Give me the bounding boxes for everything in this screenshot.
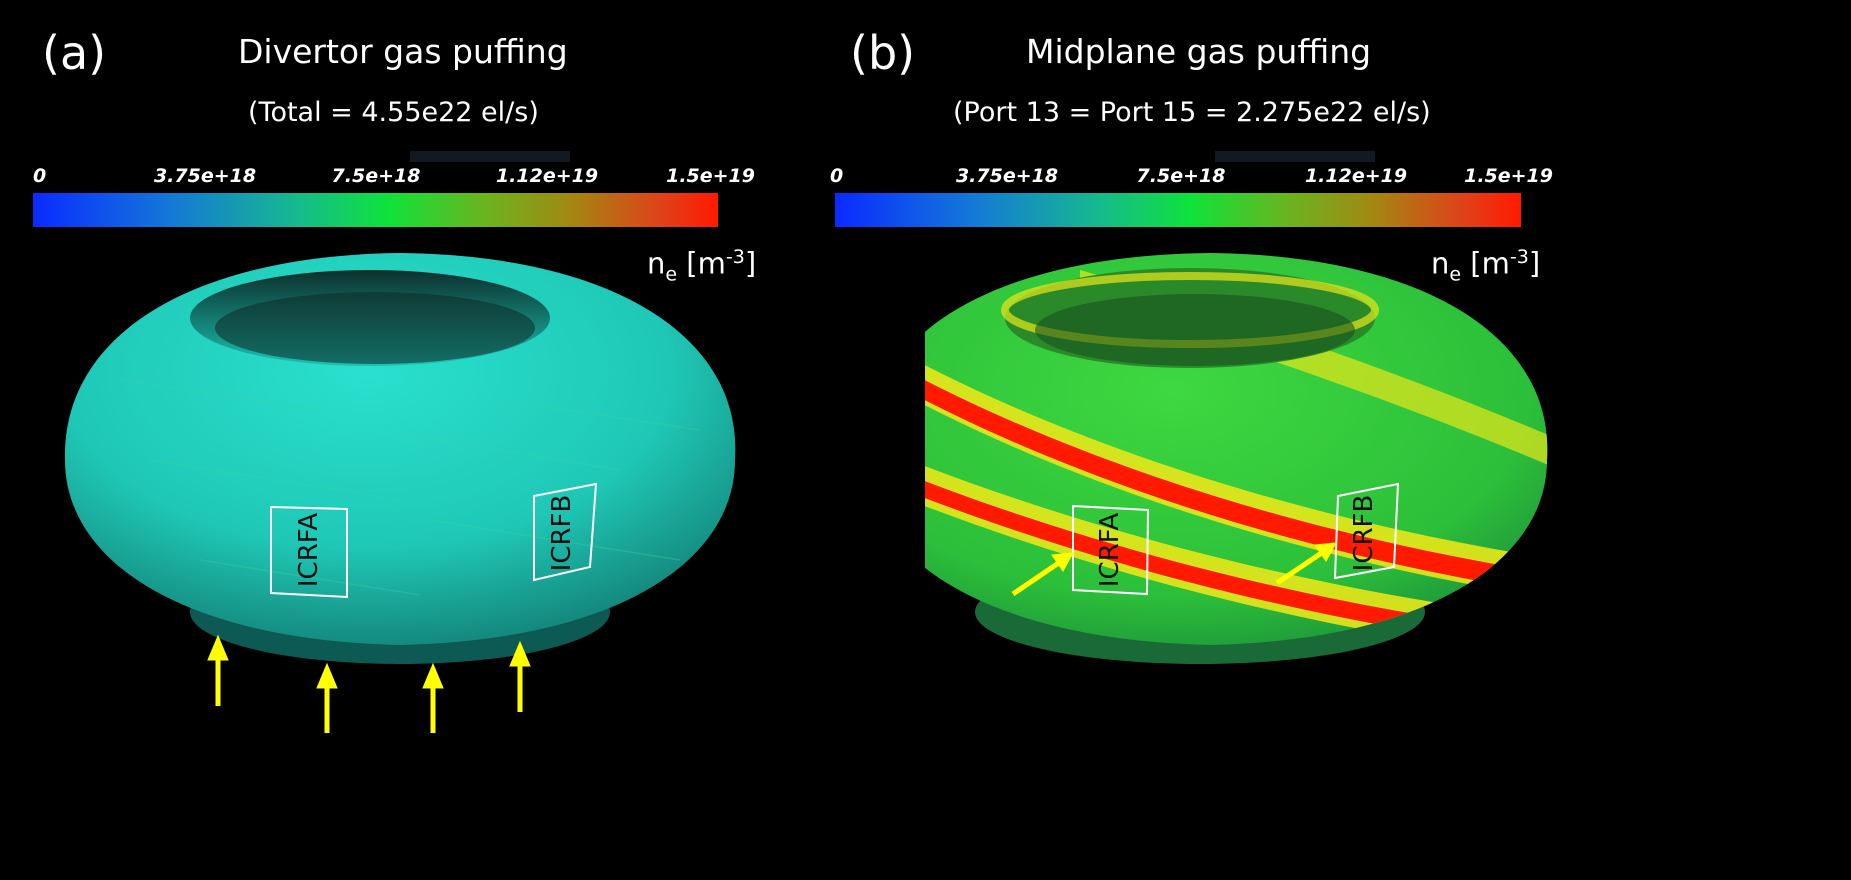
diagonal-arrow-icon: [1275, 542, 1337, 586]
panel-subtitle: (Total = 4.55e22 el/s): [248, 97, 539, 128]
colorbar-unit-label: ne [m-3]: [1431, 246, 1541, 286]
gas-puff-arrows: [207, 634, 531, 733]
faint-overlay-strip: [1215, 151, 1375, 162]
antenna-label: ICRFA: [1095, 513, 1125, 587]
torus-render: ICRFA ICRFB: [64, 253, 736, 733]
torus-render: ICRFA ICRFB: [925, 253, 1548, 664]
faint-overlay-strip: [410, 151, 570, 162]
panel-a: (a) Divertor gas puffing (Total = 4.55e2…: [0, 0, 925, 880]
colorbar-tick: 1.12e+19: [1304, 165, 1408, 187]
colorbar-tick: 0: [830, 165, 844, 187]
panel-label: (b): [850, 26, 916, 80]
panel-title: Divertor gas puffing: [238, 32, 568, 71]
panel-b: (b) Midplane gas puffing (Port 13 = Port…: [830, 0, 1851, 880]
up-arrow-icon: [509, 640, 531, 712]
antenna-icrfa: [270, 505, 348, 599]
torus-body: [64, 253, 736, 645]
antenna-label: ICRFB: [1349, 495, 1379, 572]
colorbar-tick: 3.75e+18: [955, 165, 1059, 187]
colorbar-tick: 7.5e+18: [331, 165, 421, 187]
colorbar-tick: 0: [33, 165, 47, 187]
colorbar-tick: 1.5e+19: [666, 165, 755, 187]
diagonal-arrow-icon: [1011, 552, 1074, 597]
antenna-icrfa: [1072, 504, 1150, 596]
field-line-texture: [119, 379, 701, 596]
colorbar-tick: 1.12e+19: [495, 165, 599, 187]
colorbar-unit-label: ne [m-3]: [647, 246, 757, 286]
antenna-label: ICRFB: [547, 495, 577, 572]
up-arrow-icon: [422, 662, 444, 733]
antenna-icrfb: [1333, 482, 1400, 580]
colorbar-tick: 3.75e+18: [153, 165, 257, 187]
colorbar: [33, 193, 718, 227]
panel-label: (a): [42, 26, 107, 80]
colorbar: [835, 193, 1521, 227]
gas-puff-arrows: [1011, 542, 1337, 597]
colorbar-tick: 1.5e+19: [1464, 165, 1553, 187]
panel-title: Midplane gas puffing: [1026, 32, 1372, 71]
antenna-label: ICRFA: [294, 513, 324, 587]
up-arrow-icon: [316, 662, 338, 733]
antenna-icrfb: [533, 482, 598, 582]
colorbar-tick: 7.5e+18: [1136, 165, 1226, 187]
up-arrow-icon: [207, 634, 229, 706]
panel-subtitle: (Port 13 = Port 15 = 2.275e22 el/s): [953, 97, 1431, 128]
